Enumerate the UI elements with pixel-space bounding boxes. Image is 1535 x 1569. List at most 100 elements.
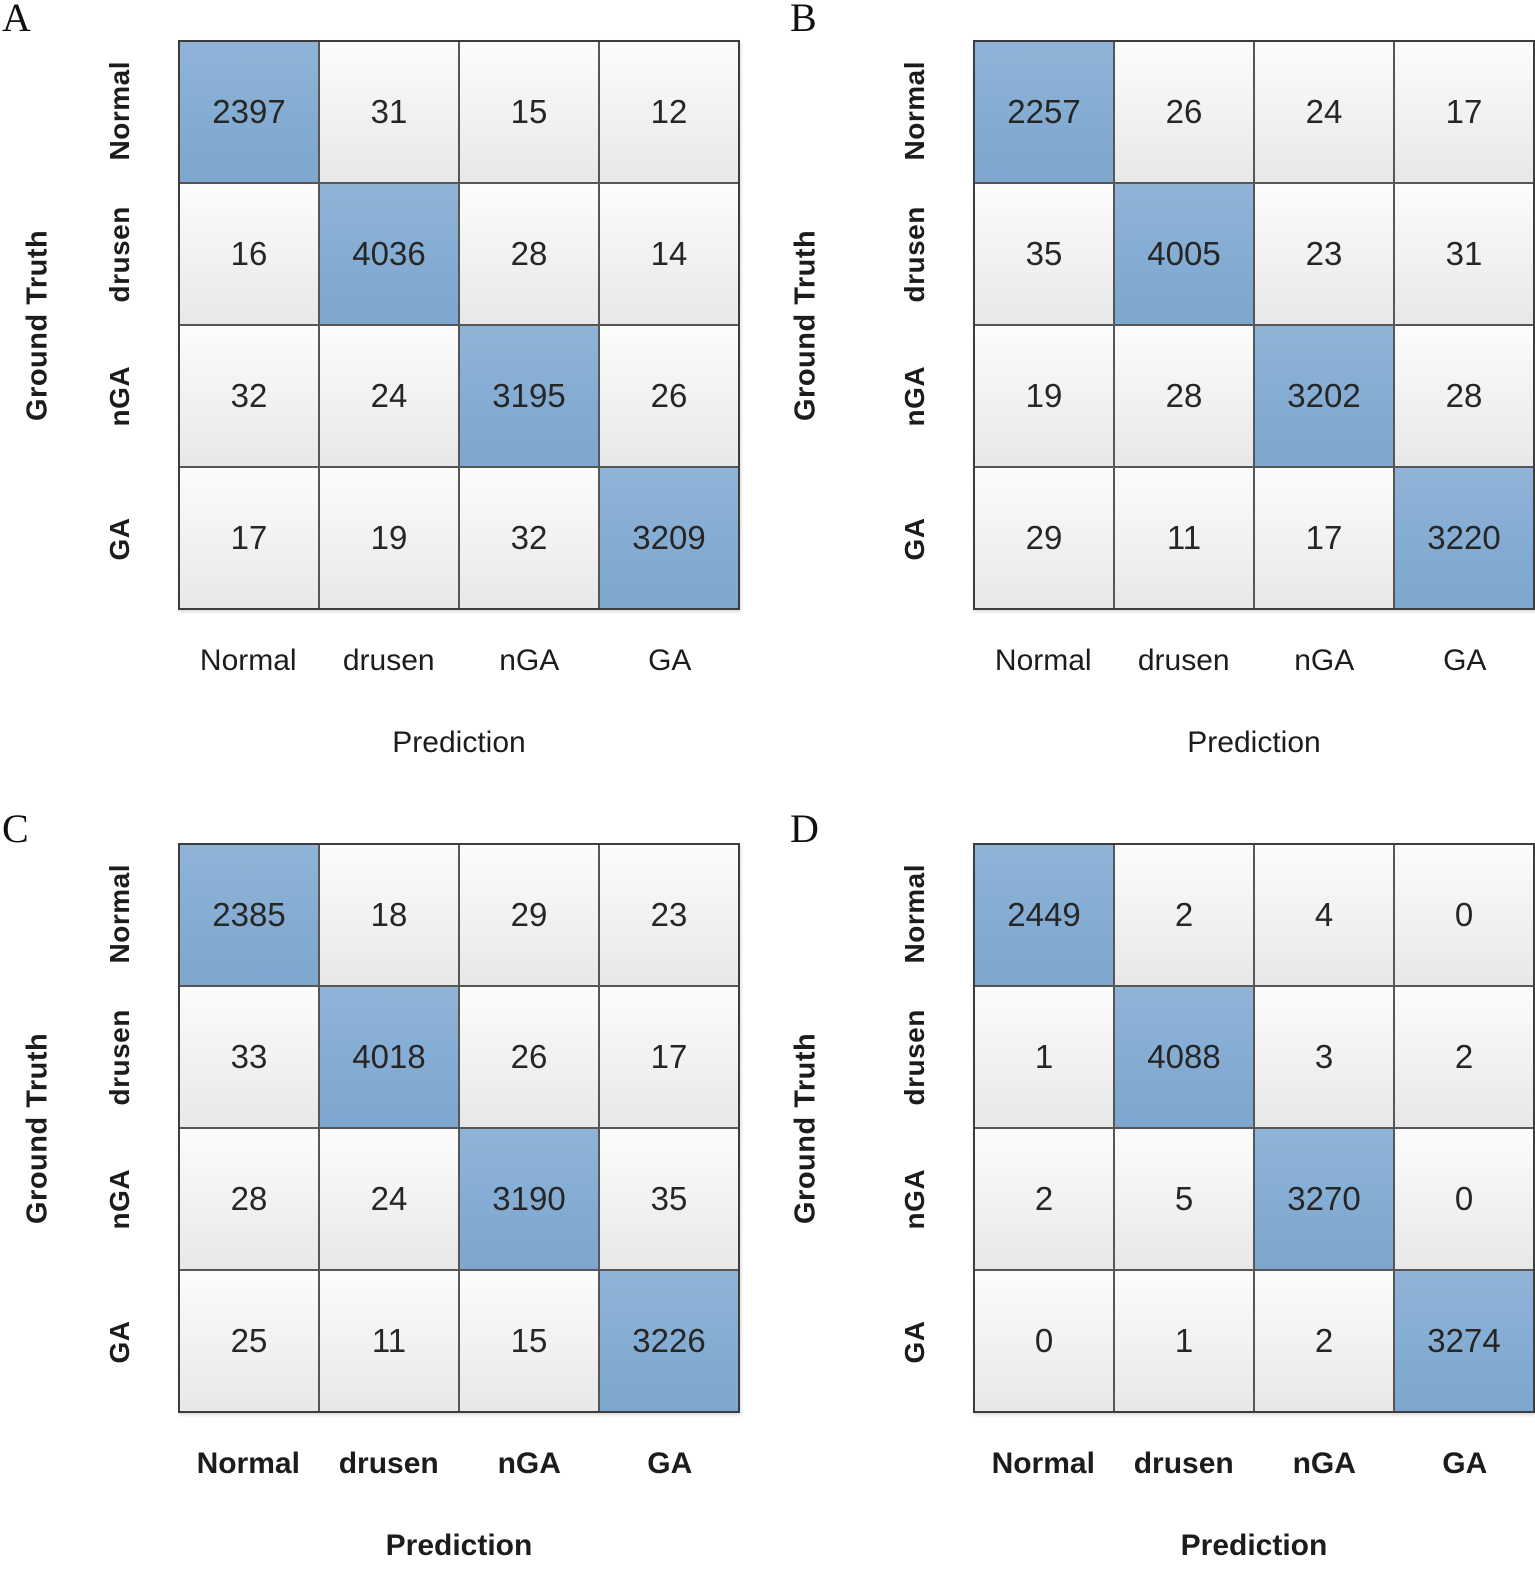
matrix-cell: 2 <box>1255 1271 1393 1411</box>
col-label: drusen <box>342 644 435 677</box>
matrix-cell-diagonal: 3220 <box>1395 468 1533 608</box>
matrix-cell-diagonal: 2257 <box>975 42 1113 182</box>
matrix-grid: 2257 26 24 17 35 4005 23 31 19 28 3202 28 29 11 17 3220 <box>973 40 1535 610</box>
row-label: drusen <box>104 1008 135 1105</box>
matrix-cell: 19 <box>975 326 1113 466</box>
matrix-cell: 17 <box>180 468 318 608</box>
col-label: Normal <box>196 1447 300 1480</box>
row-labels: Normal drusen nGA GA <box>891 40 939 610</box>
matrix-cell: 29 <box>460 845 598 985</box>
row-label: nGA <box>899 1168 930 1230</box>
matrix-cell: 31 <box>1395 184 1533 324</box>
panel-letter: C <box>2 806 29 851</box>
matrix-cell-diagonal: 3190 <box>460 1129 598 1269</box>
row-label: nGA <box>104 365 135 427</box>
row-label: nGA <box>104 1168 135 1230</box>
panel-letter: A <box>2 0 31 40</box>
col-labels: Normal drusen nGA GA <box>973 644 1535 678</box>
row-labels: Normal drusen nGA GA <box>891 843 939 1413</box>
x-axis-label: Prediction <box>1187 726 1321 759</box>
matrix-cell-diagonal: 3226 <box>600 1271 738 1411</box>
matrix-cell: 3 <box>1255 987 1393 1127</box>
matrix-cell-diagonal: 3202 <box>1255 326 1393 466</box>
col-label: Normal <box>991 1447 1095 1480</box>
matrix-cell: 28 <box>460 184 598 324</box>
matrix-cell: 2 <box>1115 845 1253 985</box>
matrix-cell: 29 <box>975 468 1113 608</box>
col-label: drusen <box>338 1447 439 1480</box>
matrix-grid: 2397 31 15 12 16 4036 28 14 32 24 3195 26 17 19 32 3209 <box>178 40 740 610</box>
matrix-cell: 24 <box>320 1129 458 1269</box>
row-label: GA <box>899 517 930 561</box>
confusion-matrix-panel-B: B Ground Truth Normal drusen nGA GA 2257 26 2… <box>768 0 1535 785</box>
matrix-cell-diagonal: 4036 <box>320 184 458 324</box>
matrix-cell: 25 <box>180 1271 318 1411</box>
matrix-cell-diagonal: 2449 <box>975 845 1113 985</box>
matrix-grid: 2385 18 29 23 33 4018 26 17 28 24 3190 35 25 11 15 3226 <box>178 843 740 1413</box>
y-axis-label: Ground Truth <box>789 229 822 421</box>
x-axis-label: Prediction <box>1180 1529 1328 1562</box>
matrix-cell: 26 <box>1115 42 1253 182</box>
row-label: nGA <box>899 365 930 427</box>
row-label: Normal <box>104 61 135 161</box>
matrix-cell: 17 <box>1255 468 1393 608</box>
row-labels: Normal drusen nGA GA <box>96 40 144 610</box>
matrix-cell: 23 <box>600 845 738 985</box>
matrix-cell: 15 <box>460 1271 598 1411</box>
col-label: GA <box>1443 644 1487 677</box>
matrix-cell: 28 <box>180 1129 318 1269</box>
row-label: drusen <box>899 1008 930 1105</box>
col-label: GA <box>1442 1447 1488 1480</box>
col-label: GA <box>647 1447 693 1480</box>
matrix-cell: 35 <box>600 1129 738 1269</box>
col-label: drusen <box>1137 644 1230 677</box>
matrix-cell: 14 <box>600 184 738 324</box>
panel-letter: D <box>790 806 819 851</box>
matrix-cell: 11 <box>320 1271 458 1411</box>
matrix-cell: 26 <box>600 326 738 466</box>
matrix-cell: 12 <box>600 42 738 182</box>
matrix-cell: 24 <box>320 326 458 466</box>
matrix-cell: 0 <box>975 1271 1113 1411</box>
x-axis-label: Prediction <box>392 726 526 759</box>
matrix-cell-diagonal: 3274 <box>1395 1271 1533 1411</box>
col-label: nGA <box>1292 1447 1356 1480</box>
col-labels: Normal drusen nGA GA <box>178 1447 740 1481</box>
matrix-cell: 0 <box>1395 845 1533 985</box>
matrix-cell: 18 <box>320 845 458 985</box>
matrix-grid: 2449 2 4 0 1 4088 3 2 2 5 3270 0 0 1 2 3274 <box>973 843 1535 1413</box>
y-axis-label: Ground Truth <box>21 1032 54 1224</box>
matrix-cell-diagonal: 2385 <box>180 845 318 985</box>
matrix-cell: 26 <box>460 987 598 1127</box>
matrix-cell: 16 <box>180 184 318 324</box>
y-axis-label: Ground Truth <box>21 229 54 421</box>
matrix-cell: 31 <box>320 42 458 182</box>
matrix-cell: 1 <box>975 987 1113 1127</box>
matrix-cell: 5 <box>1115 1129 1253 1269</box>
col-label: nGA <box>499 644 560 677</box>
col-label: nGA <box>497 1447 561 1480</box>
matrix-cell: 19 <box>320 468 458 608</box>
matrix-cell: 0 <box>1395 1129 1533 1269</box>
row-label: GA <box>104 1320 135 1364</box>
panel-letter: B <box>790 0 817 40</box>
matrix-cell-diagonal: 3209 <box>600 468 738 608</box>
matrix-cell: 33 <box>180 987 318 1127</box>
row-label: drusen <box>899 205 930 302</box>
y-axis-label: Ground Truth <box>789 1032 822 1224</box>
row-label: Normal <box>104 864 135 964</box>
matrix-cell: 24 <box>1255 42 1393 182</box>
matrix-cell: 17 <box>1395 42 1533 182</box>
matrix-cell: 11 <box>1115 468 1253 608</box>
matrix-cell: 1 <box>1115 1271 1253 1411</box>
col-label: GA <box>648 644 692 677</box>
matrix-cell: 32 <box>460 468 598 608</box>
matrix-cell: 28 <box>1395 326 1533 466</box>
matrix-cell-diagonal: 2397 <box>180 42 318 182</box>
col-labels: Normal drusen nGA GA <box>973 1447 1535 1481</box>
matrix-cell: 2 <box>975 1129 1113 1269</box>
matrix-cell: 32 <box>180 326 318 466</box>
row-labels: Normal drusen nGA GA <box>96 843 144 1413</box>
confusion-matrix-panel-C: C Ground Truth Normal drusen nGA GA 2385 18 2… <box>0 785 768 1569</box>
